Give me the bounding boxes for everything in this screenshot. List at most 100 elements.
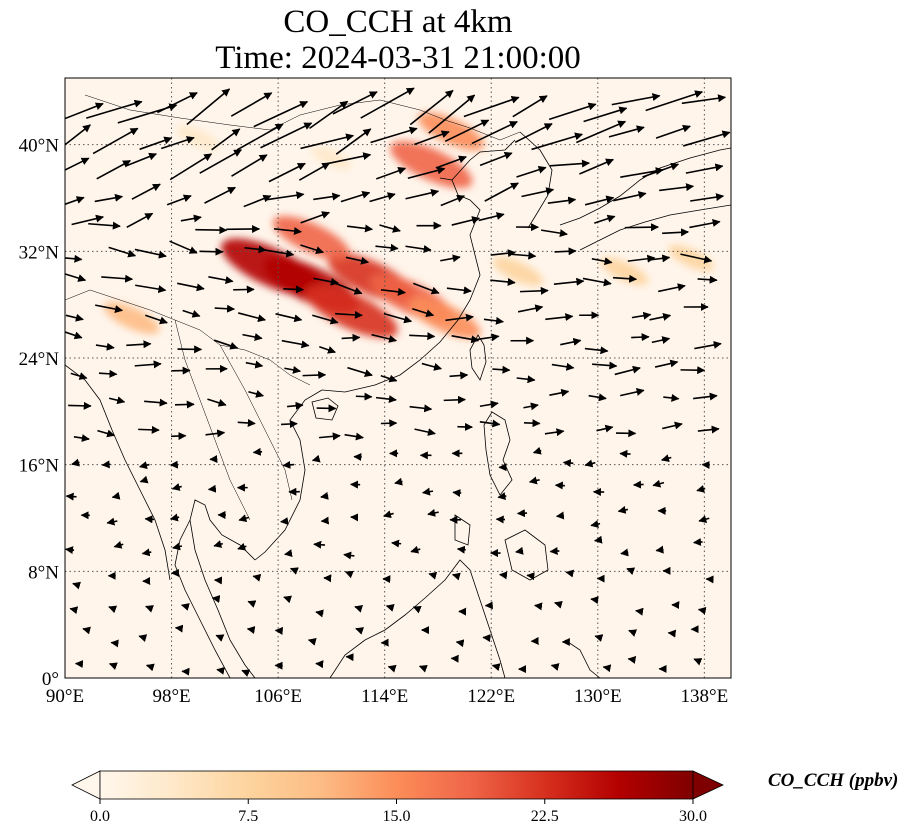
wind-arrow xyxy=(311,454,321,463)
wind-arrow xyxy=(588,393,607,402)
wind-arrow xyxy=(266,191,305,201)
wind-arrow xyxy=(655,124,691,139)
wind-arrow xyxy=(355,392,373,401)
wind-arrow xyxy=(382,510,394,519)
wind-arrow xyxy=(594,214,616,224)
wind-arrow xyxy=(230,92,273,117)
country-borders xyxy=(65,94,521,521)
wind-arrow xyxy=(289,567,299,575)
wind-arrow xyxy=(268,162,306,183)
wind-arrow xyxy=(312,314,339,325)
wind-arrow xyxy=(521,187,555,198)
wind-arrow xyxy=(309,100,349,130)
wind-arrow xyxy=(667,629,677,638)
wind-arrow xyxy=(237,312,266,323)
wind-arrow xyxy=(440,194,466,207)
wind-arrow xyxy=(584,459,596,468)
wind-arrow xyxy=(491,663,501,672)
wind-arrow xyxy=(579,158,614,175)
wind-arrow xyxy=(108,662,118,670)
wind-arrow xyxy=(71,458,80,467)
border-laos-vietnam xyxy=(219,344,293,501)
wind-arrow xyxy=(177,282,205,292)
wind-arrow xyxy=(242,333,263,341)
wind-arrow xyxy=(343,551,355,560)
wind-arrow xyxy=(371,333,397,343)
wind-arrow xyxy=(626,567,636,575)
wind-arrow xyxy=(313,277,339,286)
wind-arrow xyxy=(138,634,148,642)
wind-arrow xyxy=(169,153,213,181)
wind-arrow xyxy=(300,133,355,150)
wind-arrow xyxy=(409,332,436,341)
wind-arrow xyxy=(631,333,650,342)
wind-arrow xyxy=(391,539,402,548)
wind-arrow xyxy=(186,88,231,126)
wind-arrow xyxy=(243,194,272,208)
wind-arrow xyxy=(594,634,604,642)
plume-10 xyxy=(492,256,544,286)
colorbar: 0.0 7.5 15.0 22.5 30.0 CO_CCH (ppbv) xyxy=(71,770,898,825)
wind-arrow xyxy=(96,159,131,180)
wind-arrow xyxy=(169,513,180,522)
wind-arrow xyxy=(253,100,309,128)
wind-arrow xyxy=(375,243,399,252)
wind-arrow xyxy=(180,603,190,611)
wind-arrow xyxy=(355,627,364,635)
wind-arrow xyxy=(385,604,395,612)
wind-arrow xyxy=(71,214,104,226)
colorbar-tick-label: 0.0 xyxy=(90,808,110,825)
wind-arrow xyxy=(144,398,168,407)
wind-arrow xyxy=(252,447,263,456)
lon-tick-label: 138°E xyxy=(681,686,729,707)
wind-arrow xyxy=(631,311,652,320)
wind-arrow xyxy=(624,223,659,232)
border-indochina xyxy=(174,319,251,521)
wind-arrow xyxy=(182,309,201,318)
wind-arrow xyxy=(172,542,183,551)
wind-arrow xyxy=(375,395,397,404)
border-korea xyxy=(469,127,521,141)
wind-arrow xyxy=(435,155,467,169)
wind-arrow xyxy=(300,211,330,224)
wind-arrow xyxy=(92,127,139,155)
wind-arrow xyxy=(160,136,195,150)
wind-arrow xyxy=(592,361,618,370)
wind-arrow xyxy=(166,194,192,206)
wind-arrow xyxy=(65,124,91,146)
lon-tick-label: 122°E xyxy=(467,686,515,707)
wind-arrow xyxy=(421,362,443,371)
wind-arrow xyxy=(65,313,84,322)
shandong-coast xyxy=(451,139,516,181)
wind-arrow xyxy=(490,277,516,286)
wind-arrow xyxy=(237,418,256,427)
wind-arrow xyxy=(512,95,548,118)
wind-arrow xyxy=(412,307,435,318)
wind-arrow xyxy=(483,316,505,325)
wind-arrow xyxy=(690,193,725,202)
sulawesi-coast xyxy=(564,639,601,678)
wind-arrow xyxy=(302,371,327,380)
wind-arrow xyxy=(611,93,661,106)
wind-arrow xyxy=(135,284,167,294)
japan-kyushu-coast xyxy=(559,147,731,226)
plume-2 xyxy=(304,284,398,338)
wind-arrow xyxy=(313,540,326,549)
plume-8 xyxy=(418,112,485,151)
wind-arrow xyxy=(531,132,583,151)
philippines-luzon xyxy=(483,411,513,496)
wind-arrow xyxy=(515,546,524,555)
wind-arrow xyxy=(659,183,695,192)
wind-arrow xyxy=(282,460,295,469)
wind-arrow xyxy=(550,663,560,671)
wind-arrow xyxy=(171,432,187,441)
wind-arrow xyxy=(414,130,450,146)
wind-arrow xyxy=(95,342,115,351)
wind-arrow xyxy=(241,669,251,677)
wind-arrow xyxy=(479,400,499,409)
wind-arrow xyxy=(471,120,518,145)
wind-arrow xyxy=(620,388,645,397)
wind-arrow xyxy=(528,476,540,485)
wind-arrow xyxy=(113,540,124,549)
wind-arrow xyxy=(428,571,438,580)
